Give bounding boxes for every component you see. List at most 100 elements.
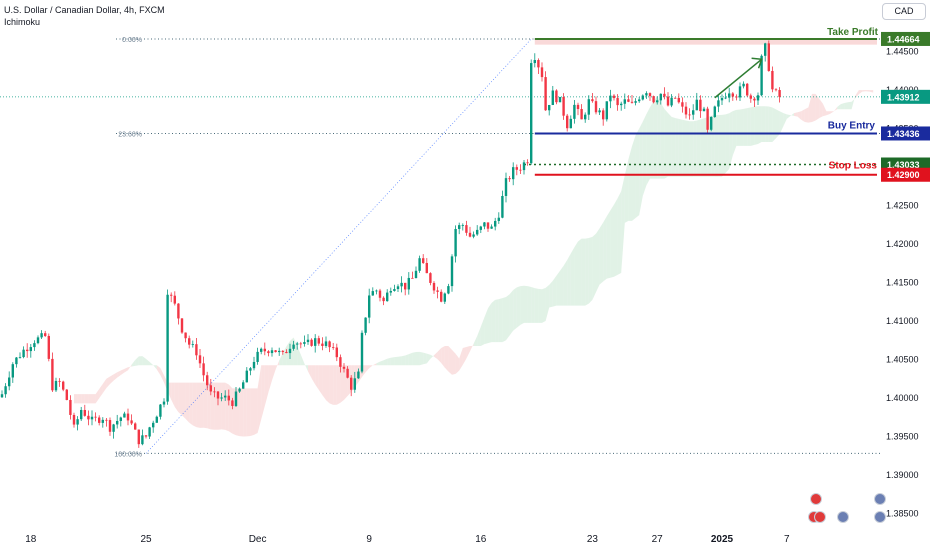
take-profit-tag-box bbox=[881, 31, 930, 46]
ichimoku-cloud-segment bbox=[398, 356, 402, 366]
ichimoku-cloud-segment bbox=[538, 288, 542, 323]
time-tick-label: 18 bbox=[25, 534, 37, 545]
candle-body bbox=[36, 337, 40, 344]
indicator-label[interactable]: Ichimoku bbox=[4, 17, 41, 27]
candle-body bbox=[328, 341, 331, 348]
ichimoku-cloud-segment bbox=[110, 374, 114, 385]
candle-body bbox=[213, 391, 216, 393]
ca-flag-icon[interactable] bbox=[810, 493, 822, 505]
symbol-title[interactable]: U.S. Dollar / Canadian Dollar, 4h, FXCM bbox=[4, 5, 165, 15]
us-flag-icon[interactable] bbox=[874, 493, 886, 505]
candle-body bbox=[519, 169, 522, 171]
fib-level-label: 0.00% bbox=[122, 37, 142, 44]
ichimoku-cloud-segment bbox=[95, 389, 100, 404]
candle-body bbox=[126, 413, 130, 421]
ichimoku-cloud-segment bbox=[416, 351, 420, 366]
candle-body bbox=[443, 293, 446, 302]
ichimoku-cloud-segment bbox=[765, 106, 769, 143]
ichimoku-cloud-segment bbox=[84, 394, 89, 404]
candle-body bbox=[555, 90, 558, 103]
candle-body bbox=[526, 162, 529, 164]
price-tick-label: 1.44500 bbox=[886, 47, 919, 57]
ichimoku-cloud-segment bbox=[297, 346, 301, 366]
ichimoku-cloud-segment bbox=[146, 358, 150, 366]
us-flag-icon[interactable] bbox=[874, 511, 886, 523]
ichimoku-cloud-segment bbox=[578, 238, 582, 306]
ichimoku-cloud-segment bbox=[113, 372, 118, 381]
ichimoku-cloud-segment bbox=[729, 111, 733, 169]
candle-body bbox=[371, 291, 374, 296]
projection-arrow bbox=[714, 58, 763, 99]
candle-body bbox=[170, 294, 173, 296]
ichimoku-cloud-segment bbox=[624, 159, 629, 223]
ichimoku-cloud-segment bbox=[617, 191, 622, 275]
candle-body bbox=[33, 343, 36, 348]
ichimoku-cloud-segment bbox=[509, 290, 514, 336]
ichimoku-cloud-segment bbox=[246, 388, 251, 437]
ichimoku-cloud-segment bbox=[639, 121, 643, 216]
ichimoku-cloud-segment bbox=[534, 288, 539, 323]
candle-body bbox=[144, 435, 148, 437]
time-tick-label: 9 bbox=[366, 534, 372, 545]
ichimoku-cloud-segment bbox=[326, 365, 330, 404]
ichimoku-cloud-segment bbox=[254, 388, 258, 435]
price-tick-label: 1.42000 bbox=[886, 239, 919, 249]
us-flag-icon[interactable] bbox=[837, 511, 849, 523]
ichimoku-cloud-segment bbox=[394, 356, 398, 366]
ichimoku-cloud-segment bbox=[477, 326, 481, 347]
ichimoku-cloud-segment bbox=[693, 120, 697, 177]
currency-selector[interactable]: CAD bbox=[882, 3, 926, 20]
ichimoku-cloud-segment bbox=[506, 294, 510, 341]
current-price-tag-box bbox=[881, 89, 930, 104]
ichimoku-cloud-segment bbox=[628, 146, 632, 221]
ichimoku-cloud-segment bbox=[786, 114, 791, 119]
ca-flag-icon[interactable] bbox=[814, 511, 826, 523]
candle-body bbox=[166, 294, 169, 402]
ichimoku-cloud-segment bbox=[819, 98, 823, 119]
ichimoku-cloud-segment bbox=[606, 210, 611, 279]
time-axis bbox=[0, 525, 932, 550]
ichimoku-cloud-segment bbox=[405, 354, 409, 366]
fib-trend-line bbox=[145, 38, 532, 454]
ichimoku-cloud-segment bbox=[448, 346, 452, 375]
candle-body bbox=[11, 364, 14, 378]
price-tick-label: 1.39500 bbox=[886, 431, 919, 441]
candle-body bbox=[47, 335, 50, 359]
ichimoku-cloud-segment bbox=[99, 383, 103, 399]
ichimoku-cloud-segment bbox=[495, 299, 499, 343]
candle-body bbox=[447, 286, 450, 294]
candle-body bbox=[378, 290, 382, 298]
ichimoku-cloud-segment bbox=[426, 353, 431, 364]
candle-body bbox=[116, 420, 119, 425]
ichimoku-cloud-segment bbox=[257, 365, 262, 433]
ichimoku-cloud-segment bbox=[88, 394, 92, 404]
ichimoku-cloud-segment bbox=[419, 351, 424, 366]
candle-body bbox=[310, 339, 313, 346]
candle-body bbox=[695, 99, 698, 111]
candle-body bbox=[238, 388, 241, 392]
ichimoku-cloud-segment bbox=[491, 299, 496, 343]
candle-body bbox=[285, 351, 288, 354]
candle-body bbox=[605, 101, 608, 120]
candle-body bbox=[594, 101, 598, 113]
ichimoku-cloud-segment bbox=[484, 308, 488, 345]
ichimoku-cloud-segment bbox=[758, 106, 762, 144]
ichimoku-cloud-segment bbox=[855, 90, 859, 99]
candle-body bbox=[566, 115, 569, 129]
candle-body bbox=[699, 99, 702, 112]
ichimoku-cloud-segment bbox=[182, 382, 186, 419]
candle-body bbox=[407, 277, 410, 290]
ichimoku-cloud-segment bbox=[135, 356, 139, 366]
ichimoku-cloud-segment bbox=[380, 360, 384, 366]
ichimoku-cloud-segment bbox=[336, 365, 341, 405]
candle-body bbox=[602, 110, 605, 120]
candle-body bbox=[263, 348, 266, 352]
candle-body bbox=[249, 368, 252, 371]
candle-body bbox=[548, 104, 551, 111]
ichimoku-cloud-segment bbox=[830, 111, 834, 114]
ichimoku-cloud-segment bbox=[92, 394, 96, 404]
candle-body bbox=[26, 349, 29, 352]
ichimoku-cloud-segment bbox=[768, 106, 773, 143]
price-tick-label: 1.40500 bbox=[886, 354, 919, 364]
